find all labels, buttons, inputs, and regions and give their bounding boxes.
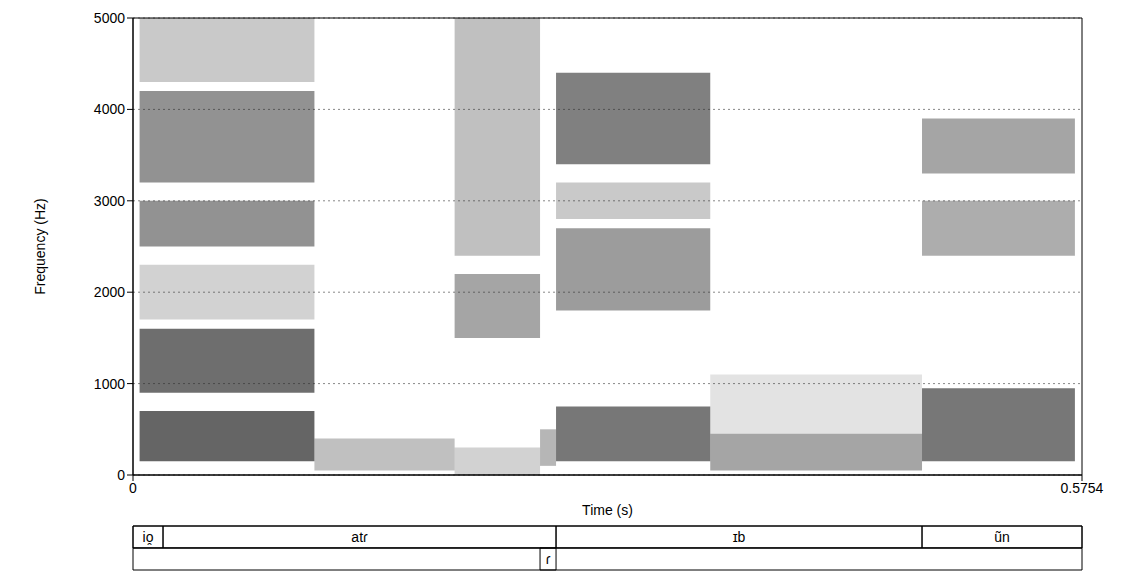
svg-text:ɾ: ɾ [546, 551, 551, 567]
svg-text:ɪb: ɪb [733, 529, 746, 545]
svg-text:Time (s): Time (s) [582, 502, 633, 518]
svg-text:0.5754: 0.5754 [1061, 480, 1104, 496]
svg-text:0: 0 [117, 467, 125, 483]
svg-text:ũn: ũn [994, 529, 1010, 545]
svg-text:Frequency (Hz): Frequency (Hz) [32, 198, 48, 294]
svg-text:4000: 4000 [94, 101, 125, 117]
svg-text:5000: 5000 [94, 10, 125, 26]
svg-text:atɾ: atɾ [351, 529, 368, 545]
svg-text:3000: 3000 [94, 193, 125, 209]
svg-text:2000: 2000 [94, 284, 125, 300]
svg-text:0: 0 [129, 480, 137, 496]
svg-text:1000: 1000 [94, 376, 125, 392]
svg-text:io̯: io̯ [143, 529, 154, 545]
